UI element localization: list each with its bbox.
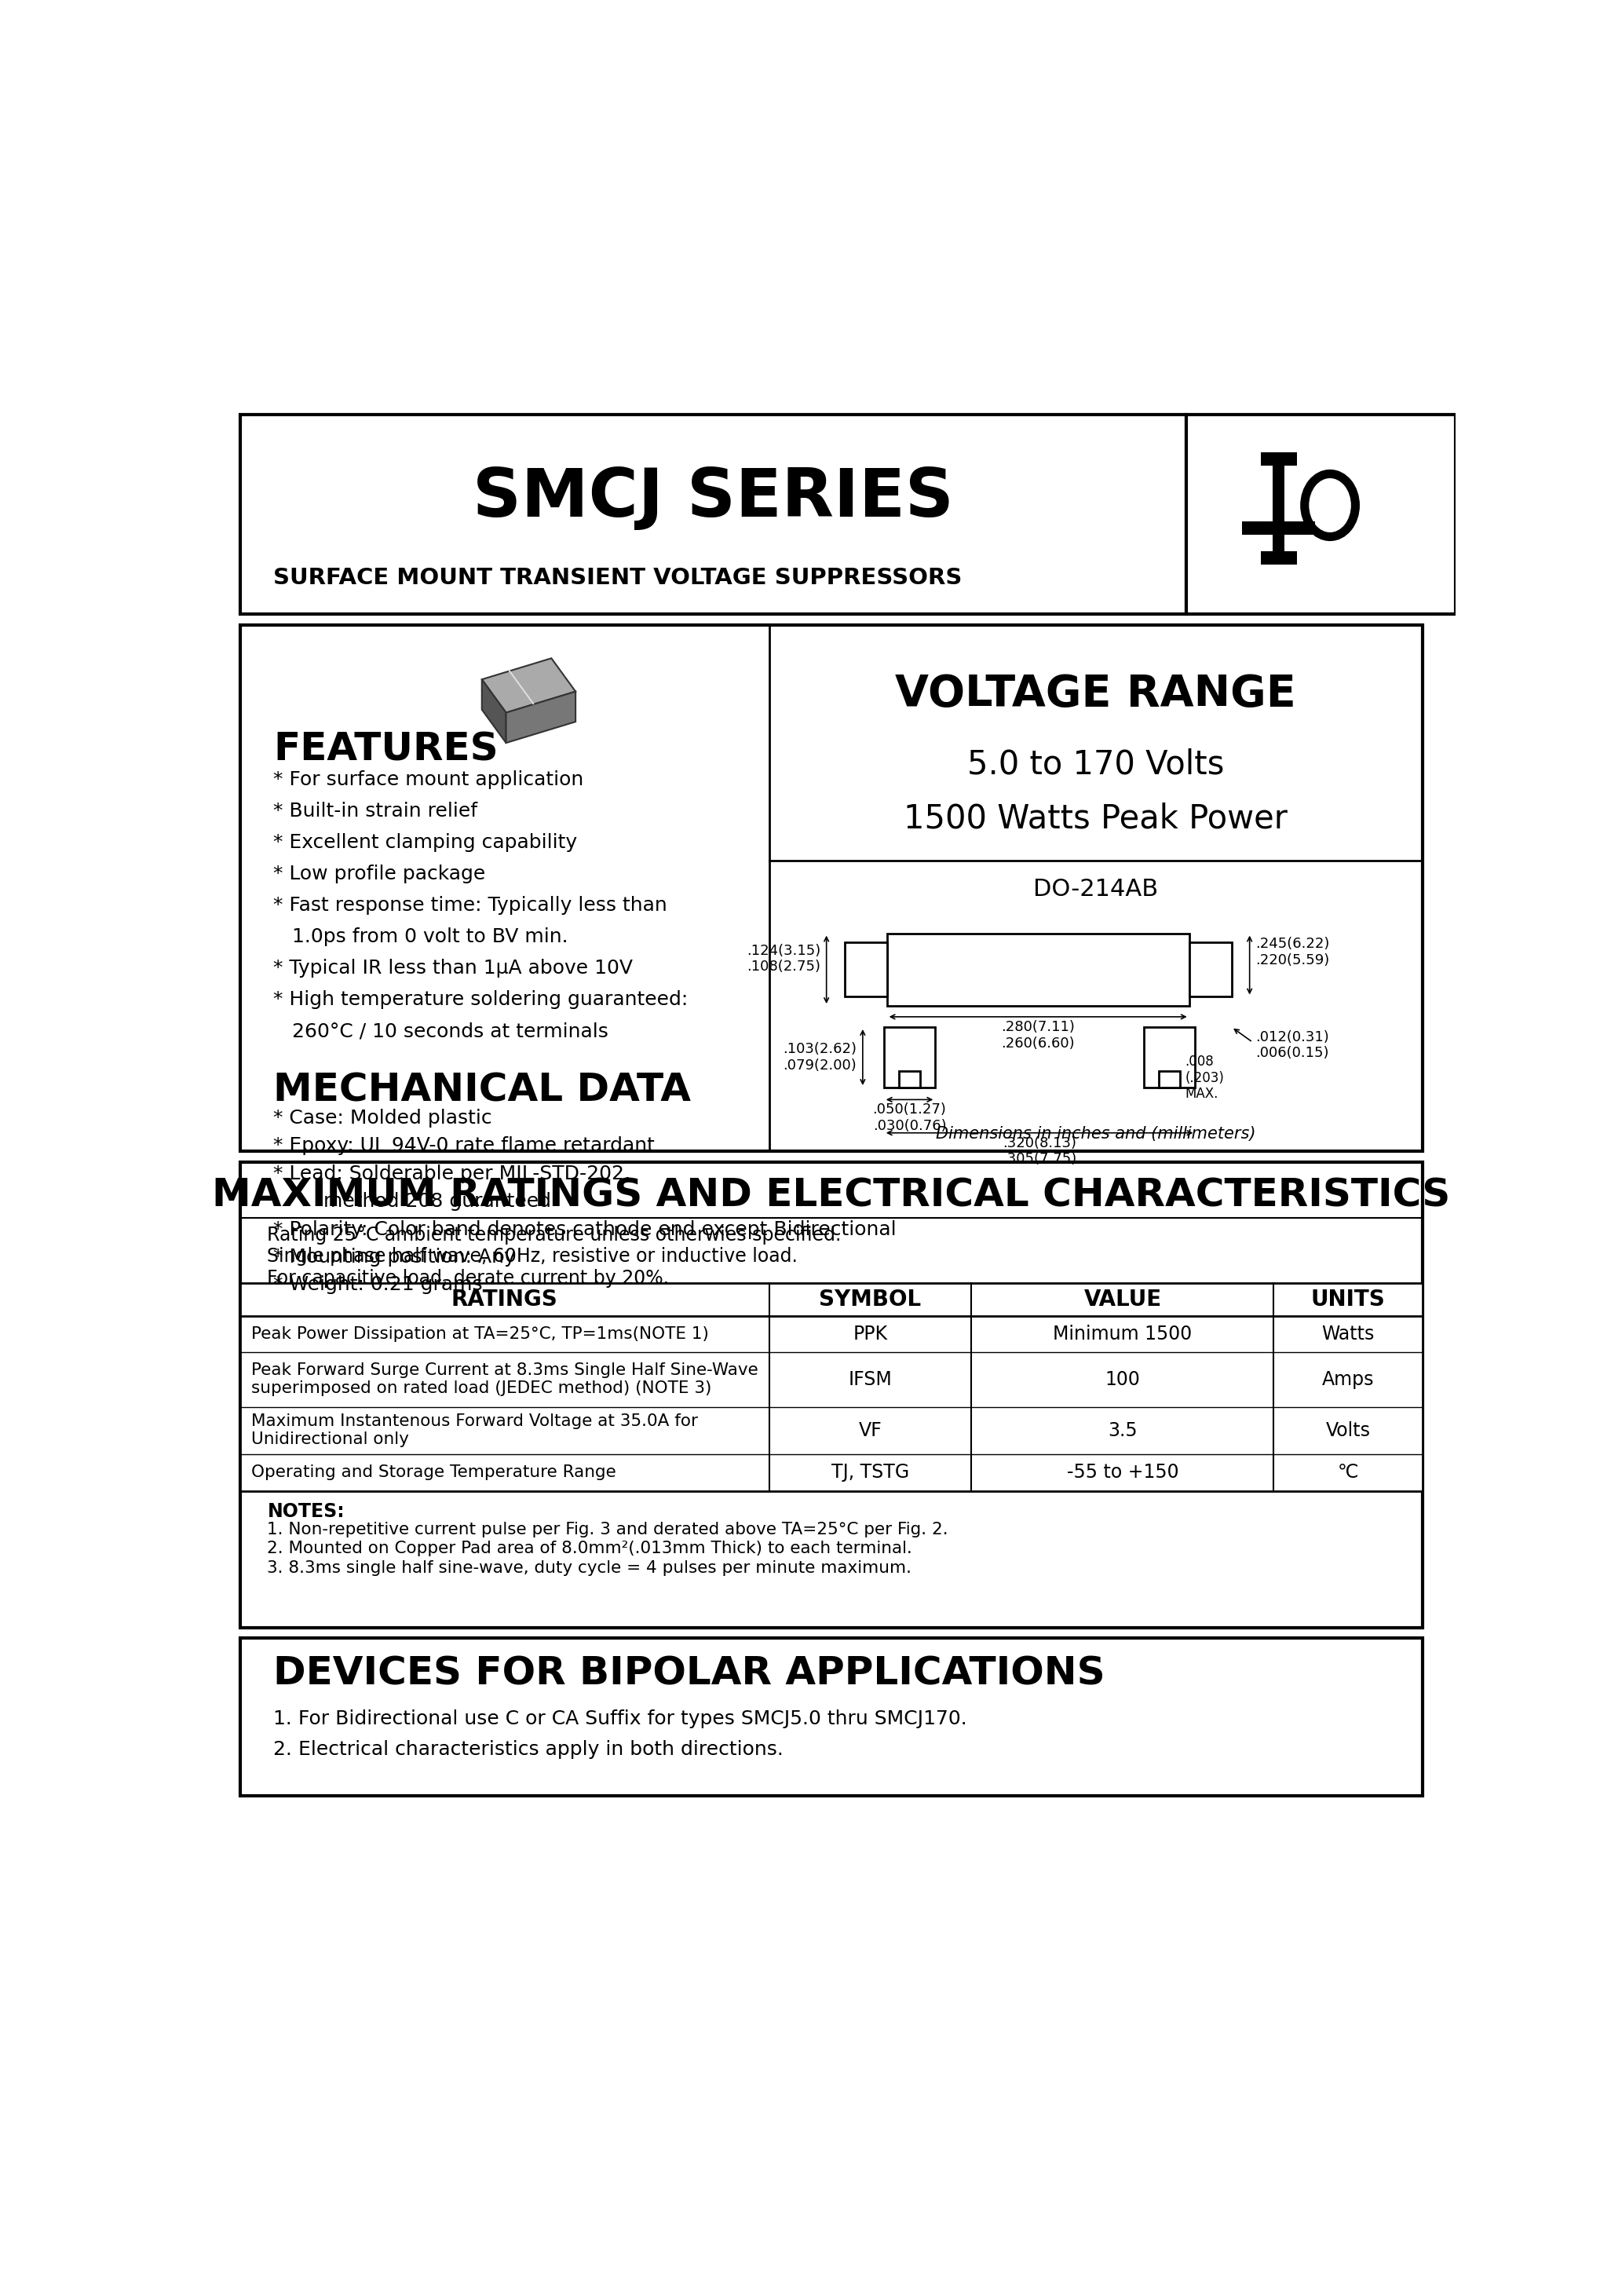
Text: .050(1.27)
.030(0.76): .050(1.27) .030(0.76) (873, 1102, 946, 1134)
Bar (887, 934, 1189, 1006)
Text: UNITS: UNITS (1311, 1288, 1385, 1311)
Text: VALUE: VALUE (1083, 1288, 1161, 1311)
Bar (1144, 1026, 1195, 1088)
Text: 2. Mounted on Copper Pad area of 8.0mm²(.013mm Thick) to each terminal.: 2. Mounted on Copper Pad area of 8.0mm²(… (268, 1541, 913, 1557)
Text: * Mounting position: Any: * Mounting position: Any (272, 1247, 516, 1267)
Text: * Lead: Solderable per MIL-STD-202,: * Lead: Solderable per MIL-STD-202, (272, 1164, 631, 1182)
Text: MECHANICAL DATA: MECHANICAL DATA (272, 1072, 691, 1109)
Text: 1500 Watts Peak Power: 1500 Watts Peak Power (903, 801, 1288, 836)
Text: DO-214AB: DO-214AB (1033, 877, 1158, 900)
Text: MAXIMUM RATINGS AND ELECTRICAL CHARACTERISTICS: MAXIMUM RATINGS AND ELECTRICAL CHARACTER… (212, 1176, 1450, 1215)
Text: Dimensions in inches and (millimeters): Dimensions in inches and (millimeters) (936, 1127, 1255, 1141)
Text: FEATURES: FEATURES (272, 730, 498, 769)
Text: * Low profile package: * Low profile package (272, 863, 485, 884)
Bar (1260, 551, 1296, 565)
Text: 1.0ps from 0 volt to BV min.: 1.0ps from 0 volt to BV min. (272, 928, 568, 946)
Text: * Epoxy: UL 94V-0 rate flame retardant: * Epoxy: UL 94V-0 rate flame retardant (272, 1137, 655, 1155)
Text: * Weight: 0.21 grams: * Weight: 0.21 grams (272, 1277, 483, 1295)
Text: ℃: ℃ (1338, 1463, 1359, 1483)
Polygon shape (482, 680, 506, 744)
Text: method 208 guranteed: method 208 guranteed (272, 1192, 551, 1210)
Text: SMCJ SERIES: SMCJ SERIES (472, 466, 954, 530)
Text: 3.5: 3.5 (1108, 1421, 1137, 1440)
Text: Minimum 1500: Minimum 1500 (1053, 1325, 1192, 1343)
Text: Maximum Instantenous Forward Voltage at 35.0A for
Unidirectional only: Maximum Instantenous Forward Voltage at … (251, 1414, 697, 1446)
Polygon shape (482, 659, 576, 712)
Text: 3. 8.3ms single half sine-wave, duty cycle = 4 pulses per minute maximum.: 3. 8.3ms single half sine-wave, duty cyc… (268, 1561, 912, 1575)
Text: PPK: PPK (853, 1325, 887, 1343)
Text: * Typical IR less than 1μA above 10V: * Typical IR less than 1μA above 10V (272, 960, 633, 978)
Bar (899, 1072, 920, 1088)
Text: * Fast response time: Typically less than: * Fast response time: Typically less tha… (272, 895, 667, 914)
Text: Rating 25°C ambient temperature unless otherwies specified.
Single phase half wa: Rating 25°C ambient temperature unless o… (268, 1226, 842, 1288)
Text: * High temperature soldering guaranteed:: * High temperature soldering guaranteed: (272, 990, 688, 1008)
Text: NOTES:: NOTES: (268, 1502, 345, 1522)
Text: .280(7.11)
.260(6.60): .280(7.11) .260(6.60) (1001, 1019, 1075, 1049)
Text: -55 to +150: -55 to +150 (1067, 1463, 1179, 1483)
Text: Volts: Volts (1325, 1421, 1371, 1440)
Bar (1186, 416, 1457, 613)
Text: Peak Forward Surge Current at 8.3ms Single Half Sine-Wave
superimposed on rated : Peak Forward Surge Current at 8.3ms Sing… (251, 1362, 757, 1396)
Bar (1273, 466, 1285, 551)
Bar (240, 1639, 1422, 1795)
Bar (240, 1162, 1422, 1628)
Text: * For surface mount application: * For surface mount application (272, 769, 584, 790)
Bar (240, 416, 1186, 613)
Text: 5.0 to 170 Volts: 5.0 to 170 Volts (967, 748, 1225, 781)
Bar (1189, 941, 1231, 996)
Text: Amps: Amps (1322, 1371, 1374, 1389)
Bar (240, 625, 1422, 1150)
Text: .320(8.13)
.305(7.75): .320(8.13) .305(7.75) (1002, 1137, 1077, 1166)
Bar (240, 1283, 1422, 1492)
Text: VF: VF (858, 1421, 882, 1440)
Text: TJ, TSTG: TJ, TSTG (832, 1463, 910, 1483)
Text: .103(2.62)
.079(2.00): .103(2.62) .079(2.00) (783, 1042, 856, 1072)
Text: SYMBOL: SYMBOL (819, 1288, 921, 1311)
Text: RATINGS: RATINGS (451, 1288, 558, 1311)
Text: 260°C / 10 seconds at terminals: 260°C / 10 seconds at terminals (272, 1022, 608, 1040)
Bar (1260, 452, 1296, 466)
Text: Watts: Watts (1322, 1325, 1374, 1343)
Text: SURFACE MOUNT TRANSIENT VOLTAGE SUPPRESSORS: SURFACE MOUNT TRANSIENT VOLTAGE SUPPRESS… (272, 567, 962, 590)
Bar (1242, 521, 1315, 535)
Text: .012(0.31)
.006(0.15): .012(0.31) .006(0.15) (1255, 1031, 1330, 1061)
Bar (884, 1026, 936, 1088)
Text: * Excellent clamping capability: * Excellent clamping capability (272, 833, 577, 852)
Text: DEVICES FOR BIPOLAR APPLICATIONS: DEVICES FOR BIPOLAR APPLICATIONS (272, 1655, 1105, 1692)
Polygon shape (506, 691, 576, 744)
Bar (845, 941, 887, 996)
Text: IFSM: IFSM (848, 1371, 892, 1389)
Text: .008
(.203)
MAX.: .008 (.203) MAX. (1186, 1054, 1225, 1102)
Text: .245(6.22)
.220(5.59): .245(6.22) .220(5.59) (1255, 937, 1330, 967)
Text: * Built-in strain relief: * Built-in strain relief (272, 801, 477, 820)
Text: 1. For Bidirectional use C or CA Suffix for types SMCJ5.0 thru SMCJ170.: 1. For Bidirectional use C or CA Suffix … (272, 1711, 967, 1729)
Text: * Case: Molded plastic: * Case: Molded plastic (272, 1109, 491, 1127)
Text: VOLTAGE RANGE: VOLTAGE RANGE (895, 673, 1296, 716)
Bar (1160, 1072, 1181, 1088)
Text: Operating and Storage Temperature Range: Operating and Storage Temperature Range (251, 1465, 616, 1481)
Text: Peak Power Dissipation at TA=25°C, TP=1ms(NOTE 1): Peak Power Dissipation at TA=25°C, TP=1m… (251, 1327, 709, 1343)
Text: 1. Non-repetitive current pulse per Fig. 3 and derated above TA=25°C per Fig. 2.: 1. Non-repetitive current pulse per Fig.… (268, 1522, 949, 1538)
Text: 2. Electrical characteristics apply in both directions.: 2. Electrical characteristics apply in b… (272, 1740, 783, 1759)
Text: 100: 100 (1105, 1371, 1140, 1389)
Text: * Polarity: Color band denotes cathode end except Bidirectional: * Polarity: Color band denotes cathode e… (272, 1219, 897, 1240)
Text: .124(3.15)
.108(2.75): .124(3.15) .108(2.75) (746, 944, 821, 974)
